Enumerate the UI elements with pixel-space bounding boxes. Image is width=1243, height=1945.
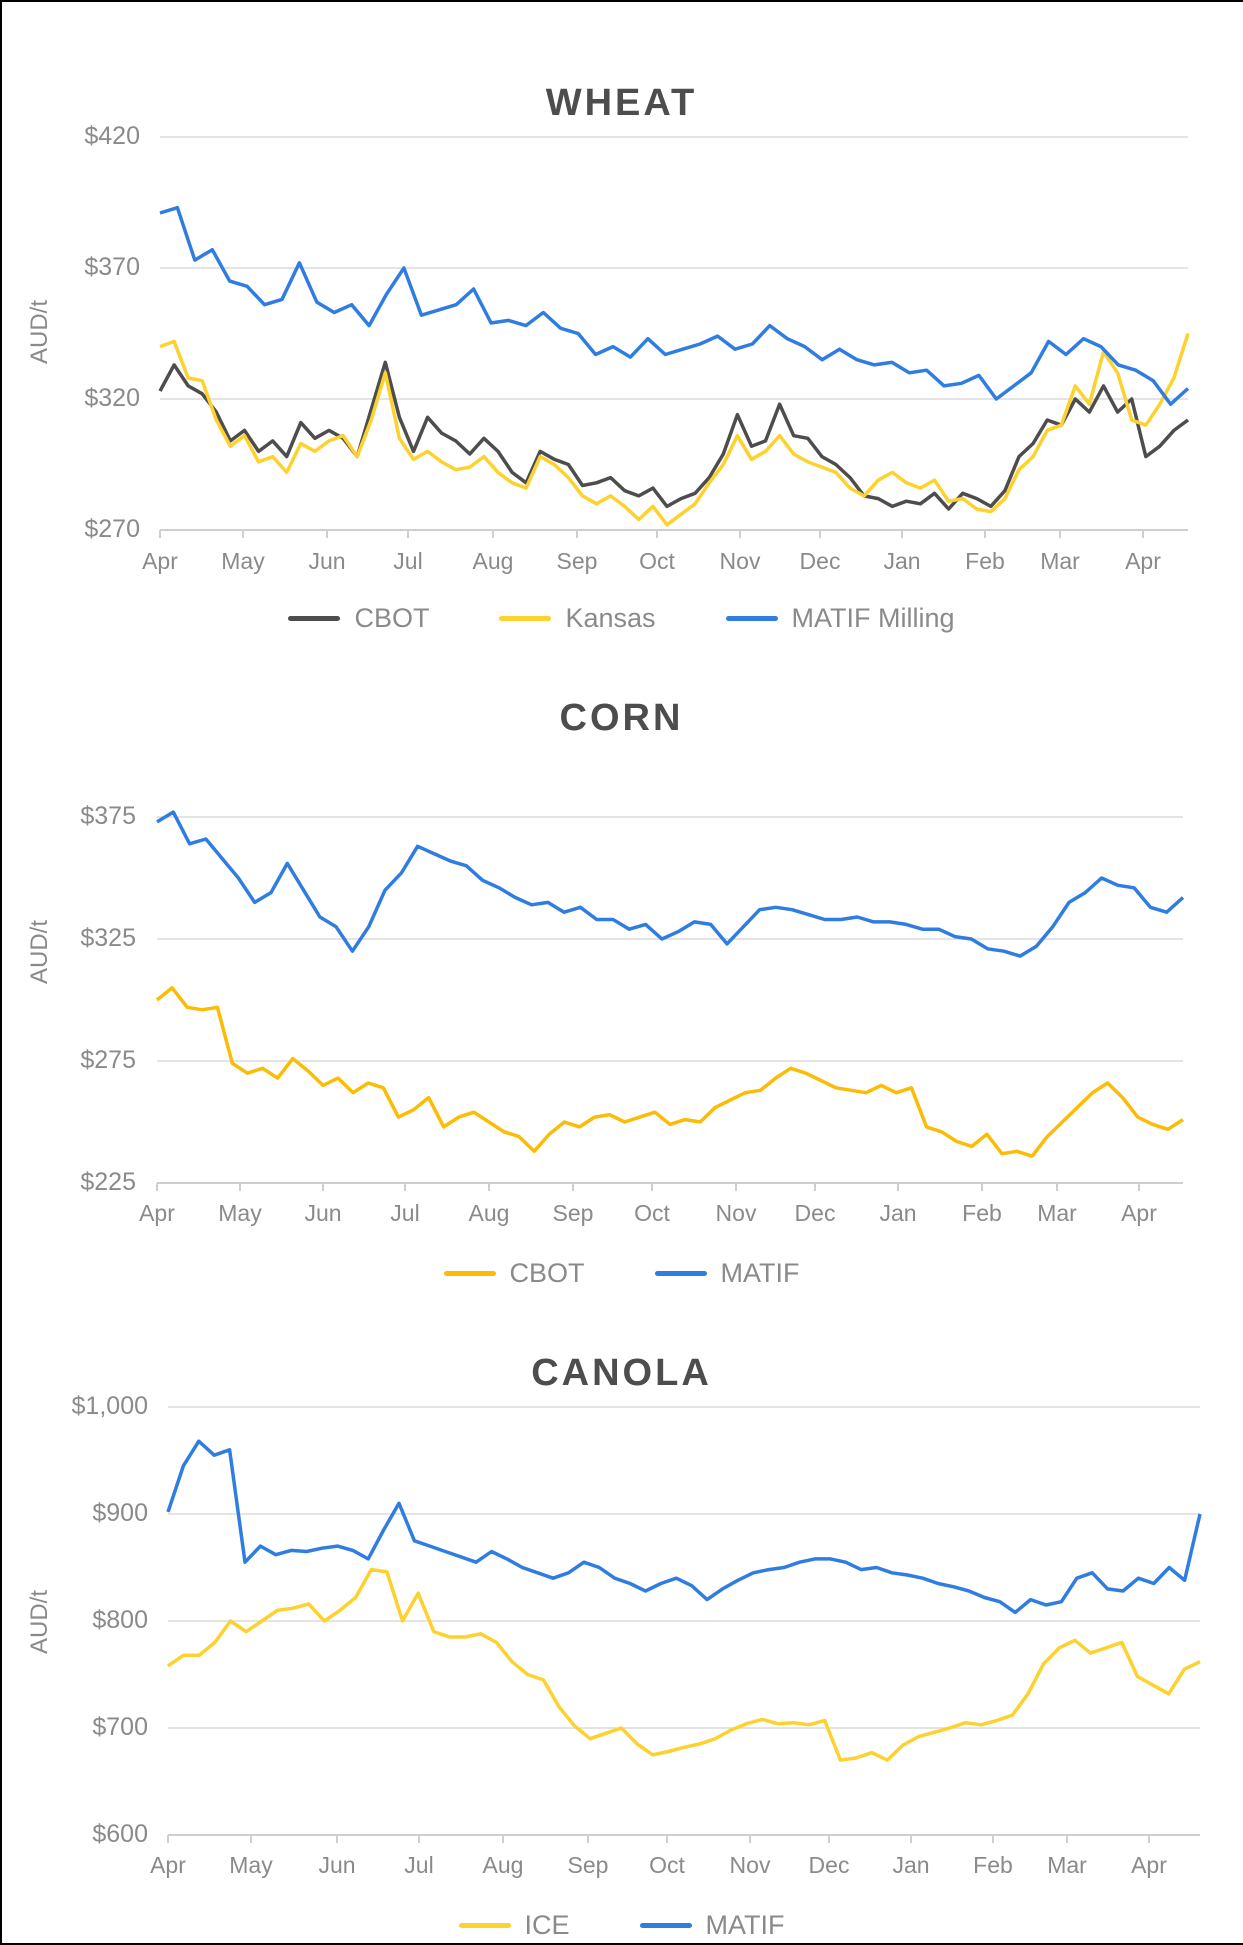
y-tick-label: $370 [84, 253, 140, 281]
x-tick-label: Aug [482, 1852, 524, 1878]
x-tick-label: Oct [639, 548, 675, 574]
legend-item-kansas[interactable]: Kansas [499, 603, 656, 634]
x-tick-label: Oct [649, 1852, 685, 1878]
x-tick-label: Apr [139, 1200, 175, 1226]
y-tick-label: $320 [84, 384, 140, 412]
legend-item-matif[interactable]: MATIF [639, 1910, 785, 1941]
legend-item-cbot[interactable]: CBOT [288, 603, 429, 634]
legend-label: CBOT [509, 1258, 585, 1288]
series-line-cbot[interactable] [155, 986, 1184, 1158]
y-tick-label: $325 [80, 924, 136, 952]
x-tick-label: Aug [472, 548, 514, 574]
x-tick-label: Jun [304, 1200, 342, 1226]
x-tick-label: Apr [1131, 1852, 1167, 1878]
x-tick-label: Apr [150, 1852, 186, 1878]
y-tick-label: $700 [92, 1713, 148, 1741]
x-tick-label: Apr [142, 548, 178, 574]
legend-label: Kansas [565, 603, 656, 633]
x-tick-label: May [229, 1852, 273, 1878]
x-tick-label: Jun [308, 548, 346, 574]
x-tick-label: Apr [1121, 1200, 1157, 1226]
legend-line-icon [443, 1271, 496, 1276]
legend-label: MATIF Milling [791, 603, 955, 633]
x-tick-label: Feb [973, 1852, 1013, 1878]
x-tick-label: Feb [965, 548, 1005, 574]
series-line-matif[interactable] [166, 1439, 1202, 1615]
x-tick-label: Jan [892, 1852, 930, 1878]
chart-title: WHEAT [545, 82, 698, 124]
x-tick-label: Sep [556, 548, 598, 574]
legend-label: MATIF [705, 1910, 785, 1940]
x-tick-label: Mar [1040, 548, 1080, 574]
y-tick-label: $225 [80, 1168, 136, 1196]
x-tick-label: Jul [393, 548, 423, 574]
legend-item-matif[interactable]: MATIF [654, 1258, 800, 1289]
series-line-kansas[interactable] [159, 332, 1190, 527]
y-tick-label: $600 [92, 1820, 148, 1848]
legend-item-matif-milling[interactable]: MATIF Milling [725, 603, 955, 634]
legend-label: CBOT [354, 603, 430, 633]
x-tick-label: Sep [567, 1852, 609, 1878]
y-tick-label: $1,000 [71, 1392, 148, 1420]
legend-item-ice[interactable]: ICE [458, 1910, 570, 1941]
chart-legend: CBOT Kansas MATIF Milling [0, 603, 1243, 634]
legend-line-icon [499, 616, 552, 621]
x-tick-label: Jan [883, 548, 921, 574]
chart-title: CORN [559, 697, 684, 739]
legend-line-icon [458, 1923, 511, 1928]
legend-label: ICE [524, 1910, 570, 1940]
y-tick-label: $270 [84, 515, 140, 543]
x-tick-label: Nov [715, 1200, 757, 1226]
x-tick-label: Dec [794, 1200, 836, 1226]
legend-line-icon [288, 616, 341, 621]
y-tick-label: $900 [92, 1499, 148, 1527]
y-tick-label: $375 [80, 802, 136, 830]
x-tick-label: Mar [1047, 1852, 1087, 1878]
y-tick-label: $275 [80, 1046, 136, 1074]
x-tick-label: Nov [719, 548, 761, 574]
x-tick-label: May [221, 548, 265, 574]
legend-line-icon [639, 1923, 692, 1928]
x-tick-label: Dec [808, 1852, 850, 1878]
series-line-ice[interactable] [167, 1567, 1201, 1762]
chart-legend: CBOT MATIF [0, 1258, 1243, 1289]
x-tick-label: Apr [1125, 548, 1161, 574]
x-tick-label: Jul [390, 1200, 420, 1226]
chart-legend: ICE MATIF [0, 1910, 1243, 1941]
legend-line-icon [654, 1271, 707, 1276]
x-tick-label: Mar [1037, 1200, 1077, 1226]
series-line-matif[interactable] [156, 810, 1185, 958]
x-tick-label: Feb [962, 1200, 1002, 1226]
legend-item-cbot[interactable]: CBOT [443, 1258, 585, 1289]
x-tick-label: Oct [634, 1200, 670, 1226]
legend-line-icon [725, 616, 778, 621]
wheat-chart: WHEAT AUD/t CBOT Kansas MATIF Milling [0, 0, 1243, 650]
corn-chart: CORN AUD/t CBOT MATIF [0, 697, 1243, 1289]
y-tick-label: $420 [84, 122, 140, 150]
x-tick-label: Jun [318, 1852, 356, 1878]
x-tick-label: Aug [468, 1200, 510, 1226]
x-tick-label: May [218, 1200, 262, 1226]
series-line-matif-milling[interactable] [159, 205, 1190, 406]
legend-label: MATIF [720, 1258, 800, 1288]
x-tick-label: Dec [799, 548, 841, 574]
x-tick-label: Nov [729, 1852, 771, 1878]
x-tick-label: Jan [879, 1200, 917, 1226]
x-tick-label: Sep [552, 1200, 594, 1226]
series-line-cbot[interactable] [158, 360, 1190, 511]
chart-title: CANOLA [531, 1352, 712, 1394]
x-tick-label: Jul [404, 1852, 434, 1878]
y-tick-label: $800 [92, 1606, 148, 1634]
